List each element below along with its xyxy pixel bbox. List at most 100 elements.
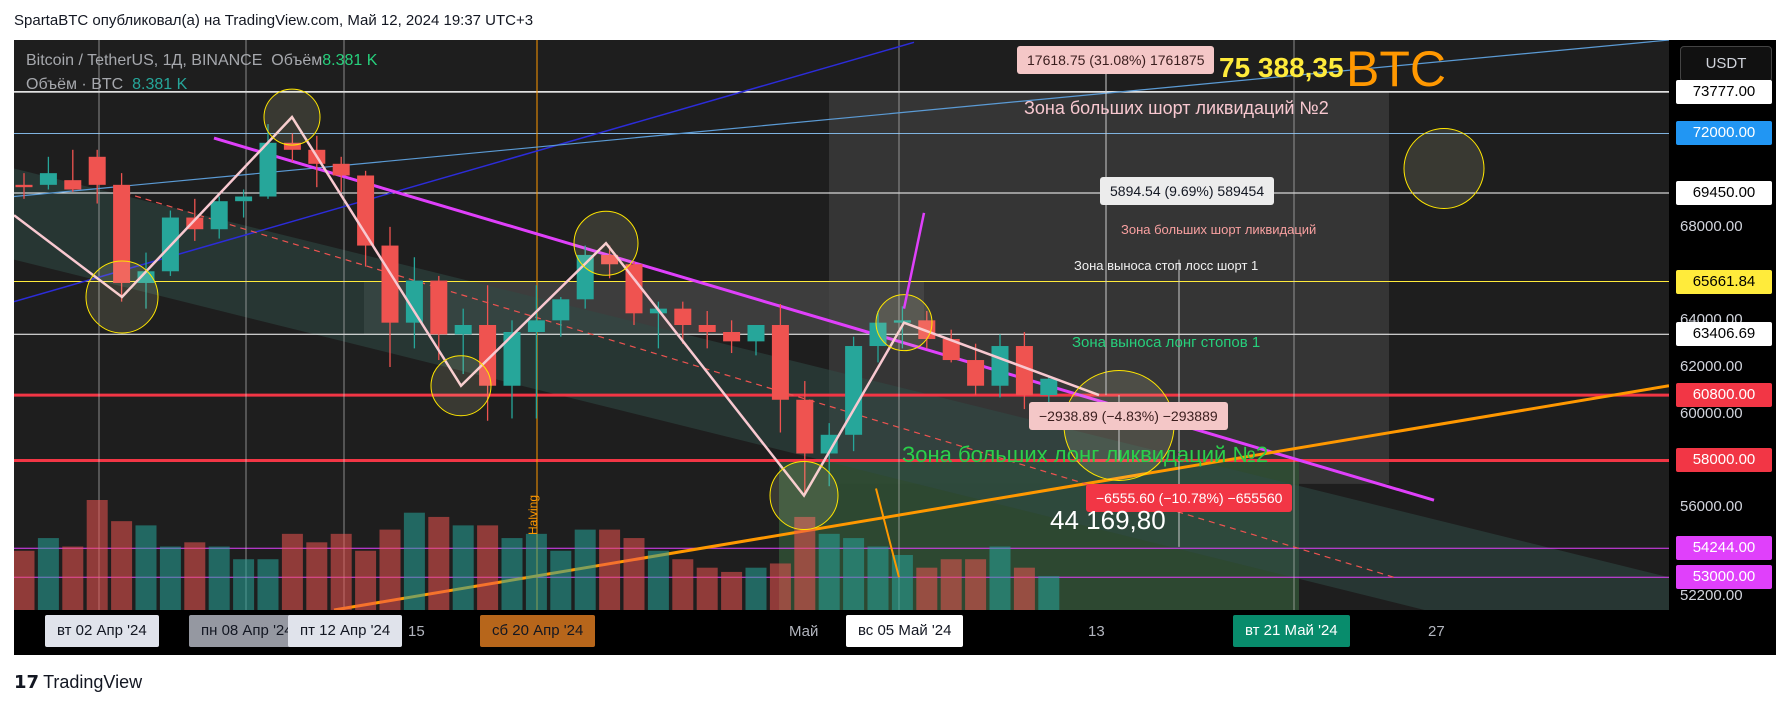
candle-body	[771, 325, 789, 400]
candle-body	[698, 325, 716, 333]
time-label: 13	[1088, 623, 1105, 640]
candle-body	[1015, 346, 1033, 396]
candle-body	[332, 163, 350, 176]
volume-bar	[769, 563, 791, 610]
legend-volume-value: 8.381 K	[322, 52, 378, 69]
price-level-tag: 60800.00	[1676, 383, 1772, 408]
volume-bar	[62, 546, 84, 610]
tradingview-footer[interactable]: 𝟭𝟳 TradingView	[14, 672, 142, 693]
tradingview-logo-icon: 𝟭𝟳	[14, 672, 40, 692]
candle-body	[405, 280, 423, 323]
time-label: Май	[789, 623, 819, 640]
zigzag-path	[14, 115, 1100, 498]
candle-body	[747, 325, 765, 342]
candle-body	[113, 184, 131, 283]
zone-short-liq2-label: Зона больших шорт ликвидаций №2	[1024, 98, 1329, 118]
volume-bar	[647, 550, 669, 610]
chart-plot-area[interactable]: Bitcoin / TetherUS, 1Д, BINANCE Объём8.3…	[14, 40, 1669, 610]
candle-body	[527, 320, 545, 333]
price-level-tag: 53000.00	[1676, 565, 1772, 590]
volume-bar	[86, 500, 108, 610]
candle-body	[845, 346, 863, 435]
candle-body	[283, 142, 301, 150]
chart-frame: Bitcoin / TetherUS, 1Д, BINANCE Объём8.3…	[14, 40, 1776, 655]
legend-volume-label: Объём	[271, 52, 323, 69]
zone-short-liq-label: Зона больших шорт ликвидаций	[1121, 222, 1317, 237]
time-axis[interactable]: 15 22 Май 13 27 вт 02 Апр '24 пн 08 Апр …	[14, 610, 1669, 655]
candle-body	[723, 332, 741, 342]
volume-bar	[355, 550, 377, 610]
price-tick-label: 52200.00	[1680, 586, 1743, 604]
volume-bar	[403, 512, 425, 610]
price-tick-label: 62000.00	[1680, 358, 1743, 376]
time-marker-box: вс 05 Май '24	[846, 615, 964, 647]
pivot-circle	[263, 88, 321, 146]
price-level-tag: 65661.84	[1676, 269, 1772, 294]
candle-body	[39, 173, 57, 185]
candle-body	[942, 339, 960, 361]
volume-bar	[184, 542, 206, 610]
volume-bar	[989, 546, 1011, 610]
candle-body	[88, 156, 106, 185]
volume-bar	[623, 538, 645, 610]
volume-bar	[306, 542, 328, 610]
volume-bar	[233, 559, 255, 610]
candle-body	[186, 217, 204, 230]
volume-bar	[867, 546, 889, 610]
candle-body	[796, 399, 814, 454]
time-marker-box: пт 12 Апр '24	[288, 615, 403, 647]
time-label: 27	[1428, 623, 1445, 640]
pivot-circle	[769, 461, 839, 531]
candle-body	[137, 271, 155, 283]
measure-down2-label: −6555.60 (−10.78%) −655560	[1086, 484, 1293, 512]
candle-body	[15, 184, 33, 188]
red-dashed-line	[113, 188, 1395, 578]
time-label: 15	[408, 623, 425, 640]
legend-volume-line: Объём · BTC 8.381 K	[26, 76, 187, 94]
price-tick-label: 56000.00	[1680, 498, 1743, 516]
measure-top-label: 17618.75 (31.08%) 1761875	[1017, 46, 1215, 74]
volume-bar	[1038, 576, 1060, 610]
volume-bar	[843, 538, 865, 610]
volume-bar	[379, 529, 401, 610]
zone-long-liq2-label: Зона больших лонг ликвидаций №2	[902, 442, 1269, 467]
volume-bar	[330, 533, 352, 610]
volume-bar	[452, 525, 474, 610]
btc-annotation: BTC	[1346, 41, 1446, 97]
volume-bar	[696, 567, 718, 610]
candle-body	[210, 201, 228, 230]
price-level-tag: 73777.00	[1676, 79, 1772, 104]
volume-bar	[745, 567, 767, 610]
volume-bar	[111, 521, 133, 610]
halving-label: Halving	[526, 494, 540, 535]
candle-body	[503, 332, 521, 386]
orange-arrow	[875, 488, 900, 578]
pivot-circle	[1403, 127, 1485, 209]
pivot-circle	[573, 210, 639, 276]
volume-bar	[501, 538, 523, 610]
price-chart[interactable]	[14, 40, 1669, 610]
volume-bar	[818, 533, 840, 610]
volume-bar	[574, 529, 596, 610]
price-tick-label: 60000.00	[1680, 404, 1743, 422]
volume-bar	[428, 516, 450, 610]
zone-long-stop1-label: Зона выноса лонг стопов 1	[1072, 334, 1261, 351]
candle-body	[991, 346, 1009, 386]
volume-bar	[1013, 567, 1035, 610]
pink-arrow	[902, 212, 926, 309]
light-blue-trendline	[14, 40, 1669, 198]
volume-bar	[672, 559, 694, 610]
time-marker-box: пн 08 Апр '24	[189, 615, 305, 647]
currency-button[interactable]: USDT	[1680, 46, 1772, 82]
candle-body	[235, 196, 253, 202]
volume-bar	[159, 546, 181, 610]
volume-bar	[14, 550, 35, 610]
volume-bar	[916, 567, 938, 610]
volume-bar	[599, 529, 621, 610]
volume-bar	[257, 559, 279, 610]
pivot-circle	[430, 355, 492, 417]
candle-body	[674, 308, 692, 325]
volume-bar	[135, 525, 157, 610]
footer-brand: TradingView	[43, 672, 143, 692]
pivot-circle	[875, 294, 933, 352]
